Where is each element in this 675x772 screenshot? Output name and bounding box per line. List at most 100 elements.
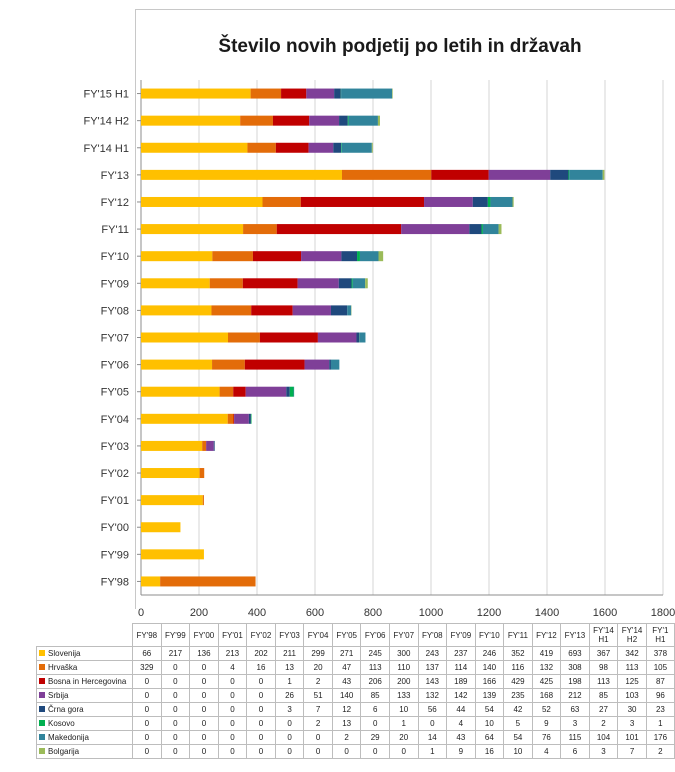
- bar-segment: [490, 196, 513, 207]
- bar-segment: [141, 440, 203, 451]
- table-cell: 9: [446, 744, 476, 759]
- bar-segment: [351, 278, 353, 289]
- bar-segment: [498, 224, 502, 235]
- table-cell: 419: [531, 646, 562, 661]
- table-cell: 51: [303, 688, 333, 703]
- legend-label: Bosna in Hercegovina: [48, 677, 127, 686]
- x-tick-label: 600: [306, 607, 324, 619]
- bar-segment: [359, 332, 366, 343]
- bar-segment: [276, 224, 402, 235]
- bar-segment: [330, 305, 348, 316]
- table-cell: 12: [331, 702, 362, 717]
- table-cell: 0: [274, 744, 305, 759]
- bar-segment: [160, 576, 256, 587]
- table-cell: 143: [417, 674, 448, 689]
- bar-segment: [347, 115, 349, 126]
- table-cell: 116: [503, 660, 533, 675]
- table-cell: 133: [388, 688, 419, 703]
- table-row: Črna gora 0 0 0 0 0 3 7 12 6 10 56 44 54 42 52 63 27 30 23: [35, 702, 675, 717]
- table-cell: 0: [274, 716, 305, 731]
- bar-segment: [472, 196, 488, 207]
- table-cell: 0: [246, 688, 276, 703]
- table-cell: 140: [331, 688, 362, 703]
- table-cell: 132: [531, 660, 562, 675]
- table-cell: 0: [217, 688, 248, 703]
- bar-segment: [424, 196, 473, 207]
- legend-entry: Bosna in Hercegovina: [35, 674, 134, 689]
- legend-entry: Slovenija: [35, 646, 134, 661]
- x-tick-label: 1000: [419, 607, 443, 619]
- bar-segment: [245, 386, 287, 397]
- table-cell: 1: [388, 716, 419, 731]
- legend-entry: Kosovo: [35, 716, 134, 731]
- table-column-header: FY'00: [189, 623, 219, 647]
- bar-segment: [213, 440, 215, 451]
- table-cell: 0: [189, 744, 219, 759]
- bar-segment: [243, 224, 277, 235]
- y-tick-label: FY'09: [101, 278, 129, 290]
- legend-swatch: [39, 733, 45, 740]
- table-cell: 101: [617, 730, 647, 745]
- table-cell: 6: [360, 702, 390, 717]
- y-tick-label: FY'07: [101, 333, 129, 345]
- bar-segment: [481, 224, 483, 235]
- bar-segment: [365, 278, 368, 289]
- bar-segment: [550, 169, 569, 180]
- bar-segment: [202, 495, 204, 506]
- bar-segment: [392, 88, 393, 99]
- bar-segment: [211, 305, 252, 316]
- table-cell: 2: [331, 730, 362, 745]
- table-cell: 43: [331, 674, 362, 689]
- table-cell: 16: [246, 660, 276, 675]
- table-cell: 300: [388, 646, 419, 661]
- y-tick-label: FY'15 H1: [83, 89, 129, 101]
- table-cell: 3: [560, 716, 590, 731]
- table-cell: 20: [303, 660, 333, 675]
- table-cell: 110: [388, 660, 419, 675]
- bar-segment: [487, 196, 491, 207]
- legend-label: Bolgarija: [48, 747, 80, 756]
- bar-segment: [141, 413, 228, 424]
- x-tick-label: 200: [190, 607, 208, 619]
- y-tick-label: FY'14 H1: [83, 143, 129, 155]
- table-cell: 13: [274, 660, 305, 675]
- table-cell: 85: [588, 688, 619, 703]
- table-cell: 63: [560, 702, 590, 717]
- bar-segment: [233, 413, 235, 424]
- legend-label: Črna gora: [48, 705, 84, 714]
- table-cell: 125: [617, 674, 647, 689]
- table-cell: 56: [417, 702, 448, 717]
- table-cell: 1: [417, 744, 448, 759]
- y-tick-label: FY'00: [101, 522, 129, 534]
- table-cell: 1: [274, 674, 305, 689]
- y-tick-label: FY'98: [101, 576, 129, 588]
- table-cell: 0: [160, 744, 191, 759]
- table-cell: 189: [446, 674, 476, 689]
- table-cell: 2: [303, 716, 333, 731]
- table-column-header: FY'07: [388, 623, 419, 647]
- table-cell: 0: [360, 744, 390, 759]
- table-cell: 217: [160, 646, 191, 661]
- legend-swatch: [39, 705, 45, 712]
- table-cell: 142: [446, 688, 476, 703]
- bar-segment: [293, 386, 295, 397]
- table-cell: 429: [503, 674, 533, 689]
- bar-segment: [141, 495, 203, 506]
- table-row: Hrvaška 329 0 0 4 16 13 20 47 113 110 137 114 140 116 1…: [35, 660, 675, 675]
- bar-segment: [308, 142, 334, 153]
- bar-segment: [244, 359, 305, 370]
- table-cell: 166: [474, 674, 505, 689]
- table-cell: 115: [560, 730, 590, 745]
- table-cell: 105: [645, 660, 675, 675]
- y-tick-label: FY'10: [101, 251, 129, 263]
- table-cell: 54: [474, 702, 505, 717]
- bar-segment: [206, 440, 214, 451]
- bar-segment: [488, 169, 551, 180]
- table-column-header: FY'01: [217, 623, 248, 647]
- table-row: Bolgarija 0 0 0 0 0 0 0 0 0 0 1 9 16 10 4 6 3 7 2: [35, 744, 675, 759]
- y-tick-label: FY'03: [101, 441, 129, 453]
- x-tick-label: 1600: [593, 607, 617, 619]
- table-cell: 54: [503, 730, 533, 745]
- bar-segment: [233, 386, 246, 397]
